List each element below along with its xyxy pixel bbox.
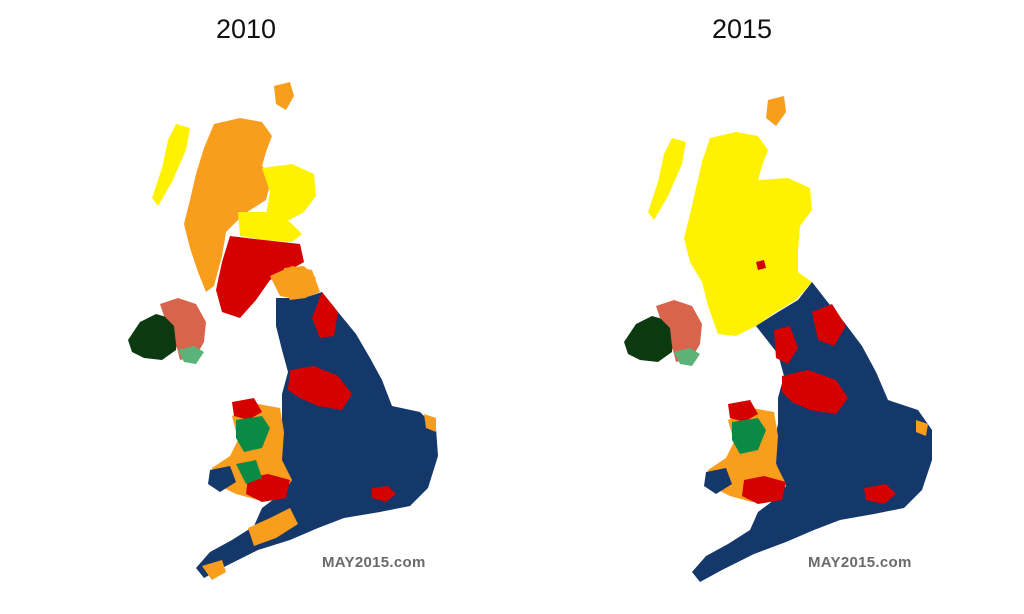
scotland-region xyxy=(684,132,812,336)
northern-ireland-east-region xyxy=(656,300,702,362)
england-region xyxy=(692,282,932,582)
england-north-west-labour-region xyxy=(774,326,798,364)
wales-south-west-plaid-region xyxy=(236,460,262,484)
england-cumbria-lib-dem-region xyxy=(282,266,316,300)
england-north-labour-region xyxy=(312,292,338,338)
scotland-central-region xyxy=(216,236,304,318)
map-panel-2010: 2010 MAY2015.com xyxy=(128,14,438,580)
england-east-lib-dem-region xyxy=(916,420,928,436)
northern-ireland-west-region xyxy=(128,314,178,360)
england-london-labour-region xyxy=(864,484,896,504)
england-north-labour-region xyxy=(812,304,846,346)
wales-plaid-region xyxy=(236,416,270,452)
england-london-labour-region xyxy=(372,486,396,502)
uk-election-map-2010 xyxy=(128,82,438,580)
map-panel-2015: 2015 MAY2015.com xyxy=(512,0,1024,614)
wales-south-west-cons-region xyxy=(704,468,732,494)
map-title-2015: 2015 xyxy=(711,14,773,44)
watermark-2010: MAY2015.com xyxy=(322,554,426,571)
england-midlands-labour-region xyxy=(782,370,848,414)
wales-north-labour-region xyxy=(728,400,758,422)
northern-ireland-east-region xyxy=(160,298,206,360)
wales-south-labour-region xyxy=(246,474,290,502)
northern-ireland-west-region xyxy=(624,316,674,362)
northern-ireland-sdlp-region xyxy=(674,348,700,366)
england-south-west-lib-dem-region xyxy=(248,508,298,546)
england-midlands-labour-region xyxy=(288,366,352,410)
england-east-lib-dem-region xyxy=(424,414,436,432)
scotland-glasgow-labour-region xyxy=(756,260,766,270)
wales-plaid-region xyxy=(732,418,766,454)
scotland-north-east-region xyxy=(262,164,316,222)
wales-south-labour-region xyxy=(742,476,786,504)
scotland-highlands-region xyxy=(184,118,272,292)
orkney-shetland-region xyxy=(766,96,786,126)
map-title-2010: 2010 xyxy=(215,14,277,44)
western-isles-region xyxy=(648,138,686,220)
england-cornwall-lib-dem-region xyxy=(202,560,226,580)
western-isles-region xyxy=(152,124,190,206)
watermark-2015: MAY2015.com xyxy=(808,554,912,571)
scotland-east-region xyxy=(238,212,302,242)
uk-election-map-2015 xyxy=(624,96,932,582)
wales-south-west-cons-region xyxy=(208,466,236,492)
england-region xyxy=(196,292,438,578)
northern-ireland-sdlp-region xyxy=(178,346,204,364)
orkney-shetland-region xyxy=(274,82,294,110)
wales-north-labour-region xyxy=(232,398,262,420)
